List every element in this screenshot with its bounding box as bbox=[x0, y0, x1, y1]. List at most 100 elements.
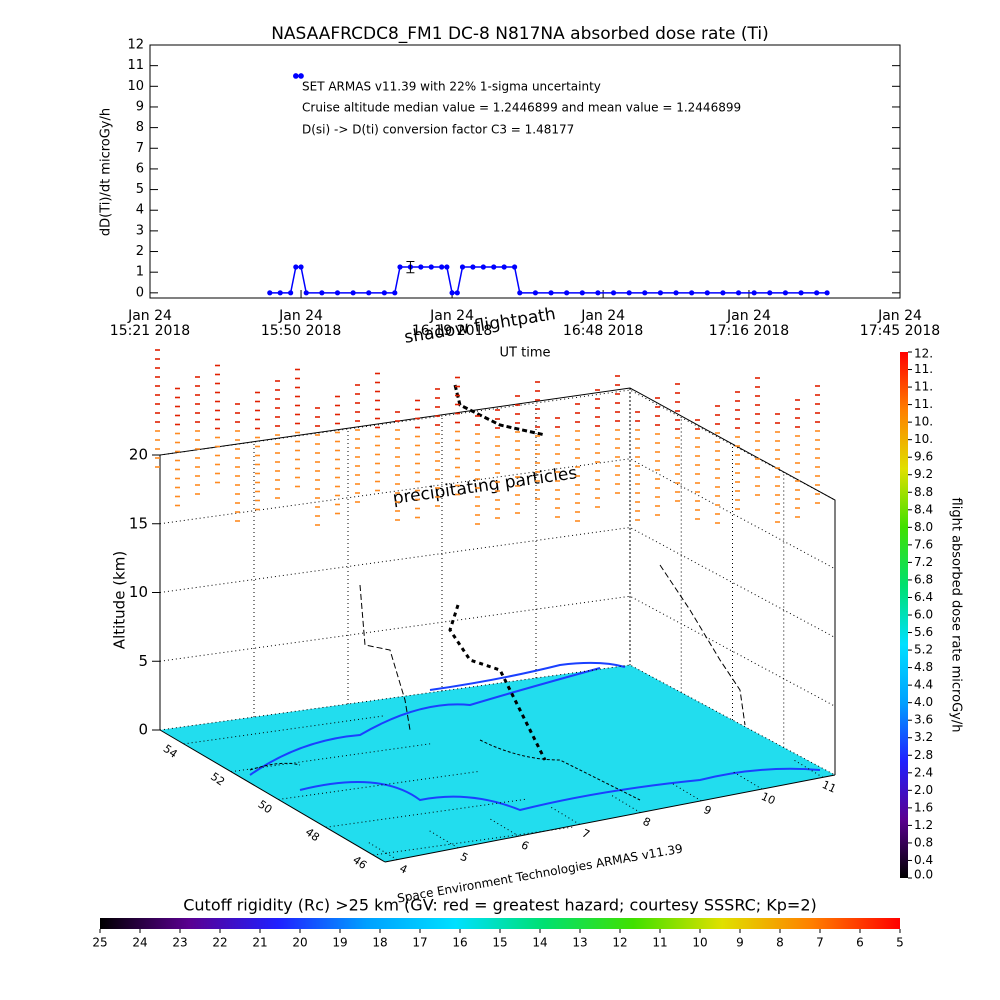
data-point bbox=[454, 290, 460, 296]
lon-tick-label: 8 bbox=[641, 815, 653, 830]
colorbar-tick-label: 8.4 bbox=[914, 502, 933, 516]
data-point bbox=[444, 264, 450, 270]
data-point bbox=[366, 290, 372, 296]
colorbar-tick-label: 10. bbox=[914, 432, 933, 446]
colorbar-tick-label: 16 bbox=[452, 936, 467, 950]
data-point bbox=[298, 73, 304, 79]
plot-frame bbox=[149, 44, 901, 299]
data-point bbox=[704, 290, 710, 296]
data-point bbox=[277, 290, 283, 296]
colorbar-tick-label: 7.2 bbox=[914, 555, 933, 569]
data-point bbox=[689, 290, 695, 296]
colorbar-tick-label: 0.0 bbox=[914, 868, 933, 882]
x-tick-label: 16:48 2018 bbox=[563, 323, 643, 339]
data-point bbox=[293, 73, 299, 79]
border bbox=[249, 739, 641, 801]
chart-title: NASAAFRCDC8_FM1 DC-8 N817NA absorbed dos… bbox=[271, 24, 769, 44]
colorbar-tick-label: 12. bbox=[914, 347, 933, 361]
colorbar-label: flight absorbed dose rate microGy/h bbox=[949, 498, 964, 733]
y-tick-label: 8 bbox=[136, 120, 144, 135]
data-point bbox=[782, 290, 789, 296]
data-point bbox=[673, 290, 679, 296]
colorbar-tick-label: 21 bbox=[252, 936, 267, 950]
data-point bbox=[735, 290, 742, 296]
data-point bbox=[814, 290, 820, 296]
lon-tick-label: 11 bbox=[820, 778, 838, 796]
colorbar-tick-label: 13 bbox=[572, 936, 587, 950]
data-point bbox=[626, 290, 632, 296]
z-tick-label: 15 bbox=[129, 514, 148, 532]
colorbar-tick-label: 10 bbox=[692, 936, 707, 950]
colorbar-tick-label: 7 bbox=[816, 936, 824, 950]
y-tick-label: 9 bbox=[136, 99, 144, 114]
flight-path bbox=[448, 604, 547, 761]
colorbar-tick-label: 2.8 bbox=[914, 748, 933, 762]
colorbar-tick-label: 25 bbox=[92, 936, 107, 950]
y-tick-label: 0 bbox=[136, 285, 144, 300]
data-point bbox=[657, 290, 664, 296]
data-point bbox=[720, 290, 726, 296]
data-point bbox=[381, 290, 387, 296]
y-tick-label: 7 bbox=[136, 141, 144, 156]
colorbar-tick-label: 2.0 bbox=[914, 783, 933, 797]
colorbar-tick-label: 1.6 bbox=[914, 800, 933, 814]
data-point bbox=[767, 290, 773, 296]
colorbar-tick-label: 15 bbox=[492, 936, 507, 950]
box-edge bbox=[159, 729, 386, 863]
colorbar-tick-label: 8.8 bbox=[914, 485, 933, 499]
colorbar-tick-label: 23 bbox=[172, 936, 187, 950]
data-point bbox=[511, 264, 518, 270]
annotation: D(si) -> D(ti) conversion factor C3 = 1.… bbox=[302, 123, 574, 137]
data-point bbox=[798, 290, 804, 296]
colorbar-tick-label: 1.2 bbox=[914, 818, 933, 832]
colorbar-tick-label: 4.4 bbox=[914, 678, 933, 692]
z-tick-label: 5 bbox=[138, 652, 148, 670]
colorbar-tick-label: 14 bbox=[532, 936, 547, 950]
lat-tick bbox=[373, 826, 574, 856]
y-tick-label: 3 bbox=[136, 223, 144, 238]
data-point bbox=[564, 290, 570, 296]
colorbar-tick-label: 8 bbox=[776, 936, 784, 950]
colorbar-tick-label: 22 bbox=[212, 936, 227, 950]
data-point bbox=[491, 264, 497, 270]
colorbar-tick-label: 5.2 bbox=[914, 643, 933, 657]
z-axis-label: Altitude (km) bbox=[111, 551, 129, 649]
colorbar-tick-label: 4.0 bbox=[914, 695, 933, 709]
lat-tick bbox=[183, 715, 384, 745]
x-tick-label: Jan 24 bbox=[877, 308, 922, 324]
data-point bbox=[319, 290, 325, 296]
x-tick-label: 17:16 2018 bbox=[709, 323, 789, 339]
data-point bbox=[397, 264, 403, 270]
y-tick-label: 2 bbox=[136, 244, 144, 259]
data-point bbox=[449, 290, 455, 296]
error-bar bbox=[406, 261, 415, 274]
z-tick-label: 0 bbox=[138, 721, 148, 739]
colorbar bbox=[900, 352, 908, 878]
x-tick-label: Jan 24 bbox=[726, 308, 771, 324]
colorbar-tick-label: 17 bbox=[412, 936, 427, 950]
colorbar-tick-label: 5 bbox=[896, 936, 904, 950]
lon-tick-label: 7 bbox=[580, 827, 592, 842]
annotation: SET ARMAS v11.39 with 22% 1-sigma uncert… bbox=[302, 80, 601, 94]
colorbar-tick-label: 9.6 bbox=[914, 450, 933, 464]
z-tick-label: 20 bbox=[129, 446, 148, 464]
colorbar-tick-label: 19 bbox=[332, 936, 347, 950]
y-tick-label: 5 bbox=[136, 182, 144, 197]
lat-tick bbox=[325, 798, 526, 828]
flight-shadow bbox=[359, 584, 411, 731]
x-tick-label: Jan 24 bbox=[580, 308, 625, 324]
data-point bbox=[288, 290, 294, 296]
data-point bbox=[642, 290, 648, 296]
data-point bbox=[439, 264, 445, 270]
x-tick-label: Jan 24 bbox=[429, 308, 474, 324]
x-tick-label: 16:19 2018 bbox=[412, 323, 492, 339]
colorbar-tick-label: 6.8 bbox=[914, 572, 933, 586]
map-surface bbox=[160, 665, 835, 862]
coastline bbox=[249, 661, 821, 812]
colorbar-tick-label: 3.2 bbox=[914, 730, 933, 744]
colorbar-tick-label: 11. bbox=[914, 397, 933, 411]
lon-tick-label: 6 bbox=[519, 838, 531, 853]
y-tick-label: 12 bbox=[127, 38, 144, 53]
y-tick-label: 6 bbox=[136, 161, 144, 176]
